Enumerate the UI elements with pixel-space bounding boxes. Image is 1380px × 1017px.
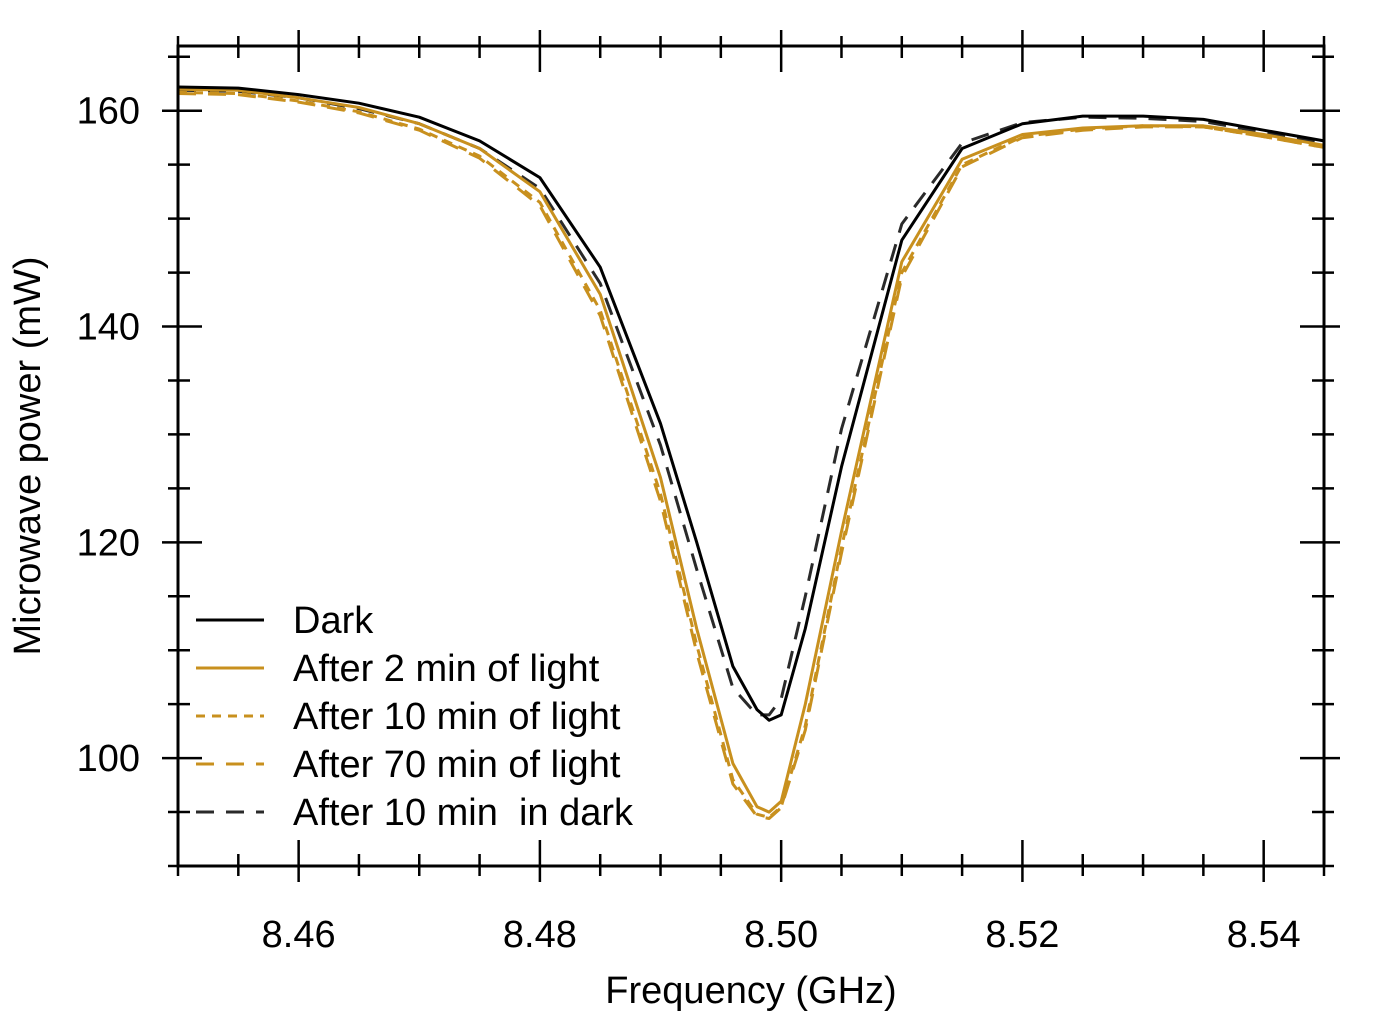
x-axis-title: Frequency (GHz) [605,970,896,1012]
x-tick-label: 8.46 [262,914,336,956]
axis-ticks [162,30,1340,882]
y-tick-label: 100 [77,738,140,780]
x-tick-label: 8.50 [744,914,818,956]
legend: Dark After 2 min of light After 10 min of … [196,600,634,834]
x-tick-label: 8.48 [503,914,577,956]
legend-label: Dark [293,600,374,642]
y-tick-label: 140 [77,307,140,349]
series-lines [177,85,1325,820]
legend-label: After 2 min of light [293,648,600,690]
tick-labels: 8.46 8.48 8.50 8.52 8.54 100 120 140 160 [77,91,1301,956]
x-tick-label: 8.52 [985,914,1059,956]
series-line-1 [177,87,1325,814]
series-line-0 [177,85,1325,722]
x-tick-label: 8.54 [1227,914,1301,956]
legend-label: After 70 min of light [293,744,621,786]
plot-frame [176,44,1326,868]
y-axis-title: Microwave power (mW) [7,256,49,655]
y-tick-label: 160 [77,91,140,133]
legend-label: After 10 min of light [293,696,621,738]
y-tick-label: 120 [77,522,140,564]
legend-label: After 10 min in dark [293,792,634,834]
